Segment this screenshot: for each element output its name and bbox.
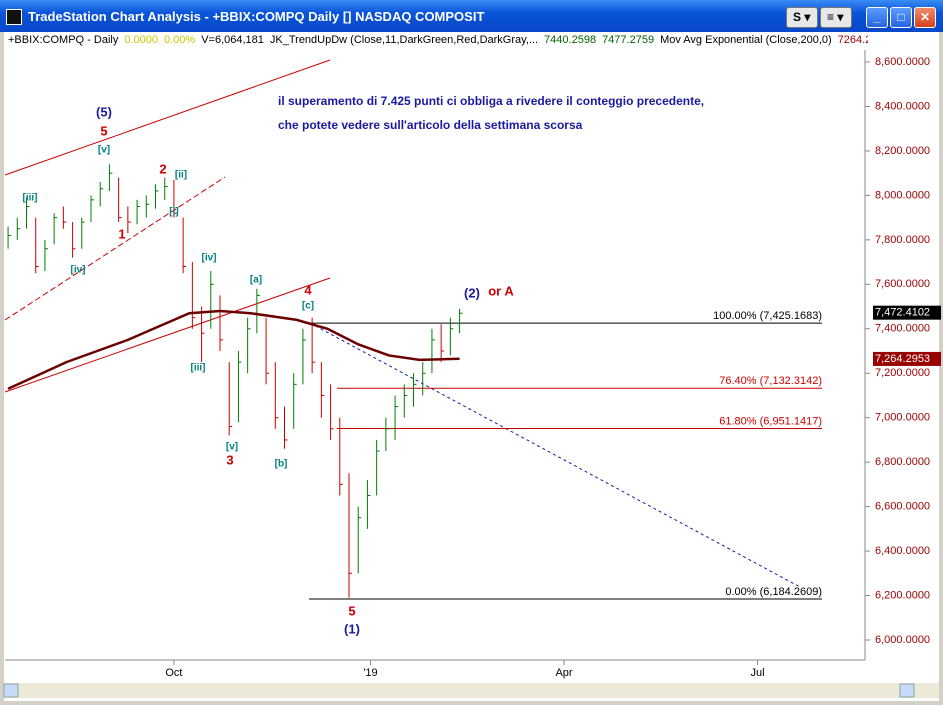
y-tick-label: 7,200.0000 [875,367,930,379]
last-price-box [873,351,941,366]
fib-label: 61.80% (6,951.1417) [719,415,822,427]
scrollbar[interactable] [4,683,939,698]
wave-label: [c] [302,301,314,312]
wave-label: (5) [96,104,112,119]
ma-indicator: Mov Avg Exponential (Close,200,0) [660,34,832,46]
moving-average [7,309,460,390]
indicator-value: 7477.2759 [602,34,655,46]
last-price-label: 7,472.4102 [875,307,930,319]
info-line: +BBIX:COMPQ - Daily 0.0000 0.00% V=6,064,18… [8,34,868,46]
wave-label: 1 [118,226,125,241]
y-tick-label: 6,400.0000 [875,545,930,557]
y-tick-label: 7,600.0000 [875,278,930,290]
y-tick-label: 6,600.0000 [875,501,930,513]
maximize[interactable]: □ [890,7,912,28]
wave-label: [i] [169,207,178,218]
x-tick-label: Apr [555,667,572,679]
ma-value: 7264.29 ... [837,34,868,46]
y-tick-label: 6,800.0000 [875,456,930,468]
comment: che potete vedere sull'articolo della se… [278,118,583,132]
y-tick-label: 8,600.0000 [875,56,930,68]
wave-label: (2) [464,285,480,300]
y-tick-label: 7,000.0000 [875,412,930,424]
trend-line [4,176,226,321]
comment: il superamento di 7.425 punti ci obbliga… [278,94,704,108]
y-tick-label: 8,000.0000 [875,189,930,201]
x-tick-label: Jul [750,667,764,679]
indicator: JK_TrendUpDw (Close,11,DarkGreen,Red,Dar… [269,34,539,46]
wave-label: [iii] [23,193,38,204]
scroll-right[interactable] [899,683,915,698]
y-tick-label: 6,000.0000 [875,634,930,646]
y-tick-label: 6,200.0000 [875,589,930,601]
list-label: ≡ [827,10,835,24]
scroll-left[interactable] [3,683,19,698]
wave-label: or A [488,283,514,298]
trend-line [4,59,331,176]
minimize[interactable]: _ [866,7,888,28]
wave-label: [v] [226,442,238,453]
wave-label: [v] [98,145,110,156]
trend-line [4,277,331,393]
indicator-value: 7440.2598 [544,34,597,46]
wave-label: [iv] [202,253,217,264]
y-tick-label: 8,200.0000 [875,145,930,157]
s-label: S [793,10,802,24]
x-tick-label: '19 [363,667,377,679]
wave-label: 2 [159,161,166,176]
chart-window [4,32,939,701]
wave-label: 5 [100,123,107,138]
y-tick-label: 7,800.0000 [875,234,930,246]
y-tick-label: 7,400.0000 [875,323,930,335]
change-pct: 0.00% [163,34,196,46]
app-icon [6,9,22,25]
wave-label: [ii] [175,170,187,181]
last-price-label: 7,264.2953 [875,353,930,365]
title-bar: TradeStation Chart Analysis - +BBIX:COMP… [0,0,943,32]
wave-label: 4 [304,282,312,297]
wave-label: [b] [275,459,288,470]
s-menu[interactable]: S ▾ [786,7,818,28]
wave-label: (1) [344,621,360,636]
list-menu[interactable]: ≡ ▾ [820,7,852,28]
fib-label: 100.00% (7,425.1683) [713,310,822,322]
wave-label: [iv] [71,265,86,276]
change: 0.0000 [124,34,158,46]
fib-label: 76.40% (7,132.3142) [719,375,822,387]
fib-label: 0.00% (6,184.2609) [725,586,822,598]
window-title: TradeStation Chart Analysis - +BBIX:COMP… [28,9,485,24]
wave-label: 3 [226,452,233,467]
trend-line [309,322,801,588]
x-tick-label: Oct [165,667,182,679]
wave-label: 5 [348,603,355,618]
symbol: +BBIX:COMPQ - Daily [8,34,119,46]
volume: V=6,064,181 [201,34,264,46]
close[interactable]: ✕ [914,7,936,28]
y-tick-label: 8,400.0000 [875,100,930,112]
wave-label: [a] [250,275,262,286]
wave-label: [iii] [191,363,206,374]
last-price-box [873,305,941,320]
